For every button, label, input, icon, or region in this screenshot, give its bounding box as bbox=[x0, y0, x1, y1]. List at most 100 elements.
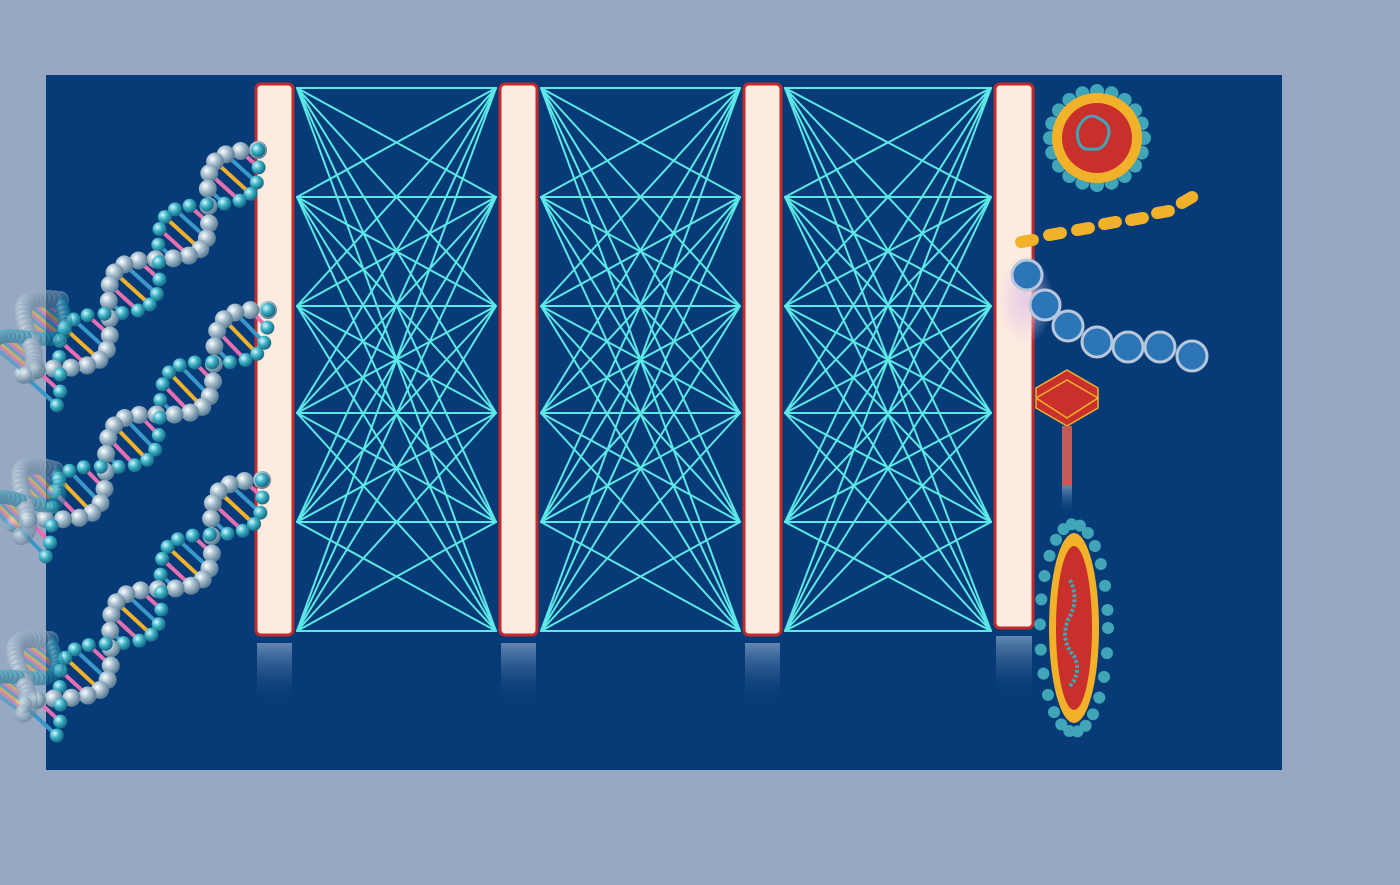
connection-line bbox=[784, 87, 992, 414]
chain-segment bbox=[1151, 204, 1175, 220]
layer-bar bbox=[742, 82, 783, 637]
bacteriophage-icon bbox=[1035, 369, 1100, 516]
dna-bead bbox=[115, 306, 130, 321]
dna-bead bbox=[80, 308, 95, 323]
dna-bead bbox=[49, 398, 64, 413]
connection-line bbox=[540, 412, 741, 632]
connection-line bbox=[784, 87, 992, 632]
ring-bead bbox=[1080, 325, 1114, 359]
dna-bead bbox=[49, 728, 64, 743]
dna-bead bbox=[14, 704, 33, 723]
dna-bead bbox=[129, 251, 148, 270]
virus-spike bbox=[1093, 691, 1106, 704]
connection-line bbox=[784, 87, 992, 307]
dna-bead bbox=[251, 143, 265, 157]
layer-reflection bbox=[996, 636, 1032, 698]
dna-bead bbox=[250, 346, 265, 361]
dna-bead bbox=[157, 209, 172, 224]
phage-tail-fade bbox=[1062, 486, 1072, 516]
virus-spike bbox=[1041, 688, 1054, 701]
virus-capsid bbox=[1062, 103, 1132, 173]
connection-line bbox=[784, 305, 992, 632]
dna-bead bbox=[111, 459, 126, 474]
connection-line bbox=[296, 87, 497, 632]
dna-bead bbox=[251, 160, 266, 175]
virus-genome bbox=[1063, 579, 1080, 688]
dna-bead bbox=[200, 164, 219, 183]
dna-bead bbox=[246, 516, 261, 531]
dna-bead bbox=[166, 579, 185, 598]
ring-bead bbox=[1010, 258, 1044, 292]
dna-bead bbox=[78, 356, 97, 375]
dna-bead bbox=[44, 518, 59, 533]
dna-bead bbox=[241, 301, 260, 320]
dna-bead bbox=[67, 642, 82, 657]
virus-spike bbox=[1037, 667, 1050, 680]
dna-bead bbox=[62, 463, 77, 478]
dna-helix bbox=[0, 289, 73, 384]
dna-bead bbox=[165, 405, 184, 424]
dna-bead bbox=[235, 471, 254, 490]
dna-helix bbox=[0, 630, 65, 723]
dna-bead bbox=[152, 410, 167, 425]
dna-bead bbox=[132, 633, 147, 648]
chain-segment bbox=[1175, 191, 1199, 210]
virus-spike bbox=[1102, 622, 1114, 634]
virus-capsid bbox=[1056, 546, 1092, 710]
virus-genome bbox=[1075, 114, 1111, 151]
dna-bead bbox=[160, 539, 175, 554]
chain-segment bbox=[1015, 233, 1039, 249]
dna-bead bbox=[222, 355, 237, 370]
dna-bead bbox=[130, 405, 149, 424]
ring-bead bbox=[1028, 288, 1062, 322]
connection-line bbox=[540, 196, 741, 632]
dna-bead bbox=[181, 403, 200, 422]
connection-line bbox=[296, 412, 497, 632]
dna-bead bbox=[152, 222, 167, 237]
dna-bead bbox=[101, 656, 120, 675]
connection-line bbox=[540, 521, 741, 632]
dna-bead bbox=[253, 505, 268, 520]
dna-bead bbox=[140, 452, 155, 467]
virus-spike bbox=[1049, 533, 1062, 546]
dna-bead bbox=[76, 460, 91, 475]
dna-bead bbox=[99, 291, 118, 310]
dna-bead bbox=[155, 551, 170, 566]
dna-bead bbox=[144, 627, 159, 642]
connection-line bbox=[296, 305, 497, 632]
virus-spike bbox=[1034, 643, 1047, 656]
dna-bead bbox=[202, 527, 217, 542]
dna-bead bbox=[220, 526, 235, 541]
connection-line bbox=[296, 87, 497, 523]
ring-bead bbox=[1175, 339, 1209, 373]
dna-bead bbox=[18, 365, 37, 384]
connection-line bbox=[784, 87, 992, 198]
dna-bead bbox=[200, 214, 219, 233]
dna-bead bbox=[185, 528, 200, 543]
dna-bead bbox=[116, 636, 131, 651]
connection-line bbox=[540, 87, 741, 632]
dna-bead bbox=[261, 303, 275, 317]
dna-bead bbox=[149, 287, 164, 302]
dna-bead bbox=[151, 428, 166, 443]
virus-spike bbox=[1099, 579, 1112, 592]
ring-bead bbox=[1051, 309, 1085, 343]
dna-bead bbox=[152, 255, 167, 270]
dna-bead bbox=[95, 479, 114, 498]
dna-bead bbox=[260, 320, 275, 335]
dna-bead bbox=[155, 377, 170, 392]
virus-spike bbox=[1098, 670, 1111, 683]
virus-spike bbox=[1088, 540, 1101, 553]
dna-bead bbox=[249, 175, 264, 190]
connection-line bbox=[296, 521, 497, 632]
virus-spike bbox=[1073, 519, 1086, 532]
connection-line bbox=[296, 87, 497, 198]
virus-spike bbox=[1100, 647, 1113, 660]
dna-bead bbox=[154, 602, 169, 617]
chain-segment bbox=[1125, 211, 1149, 227]
dna-bead bbox=[70, 508, 89, 527]
dna-bead bbox=[257, 335, 272, 350]
dna-bead bbox=[53, 510, 72, 529]
dna-bead bbox=[81, 638, 96, 653]
layer-reflection bbox=[257, 643, 292, 705]
